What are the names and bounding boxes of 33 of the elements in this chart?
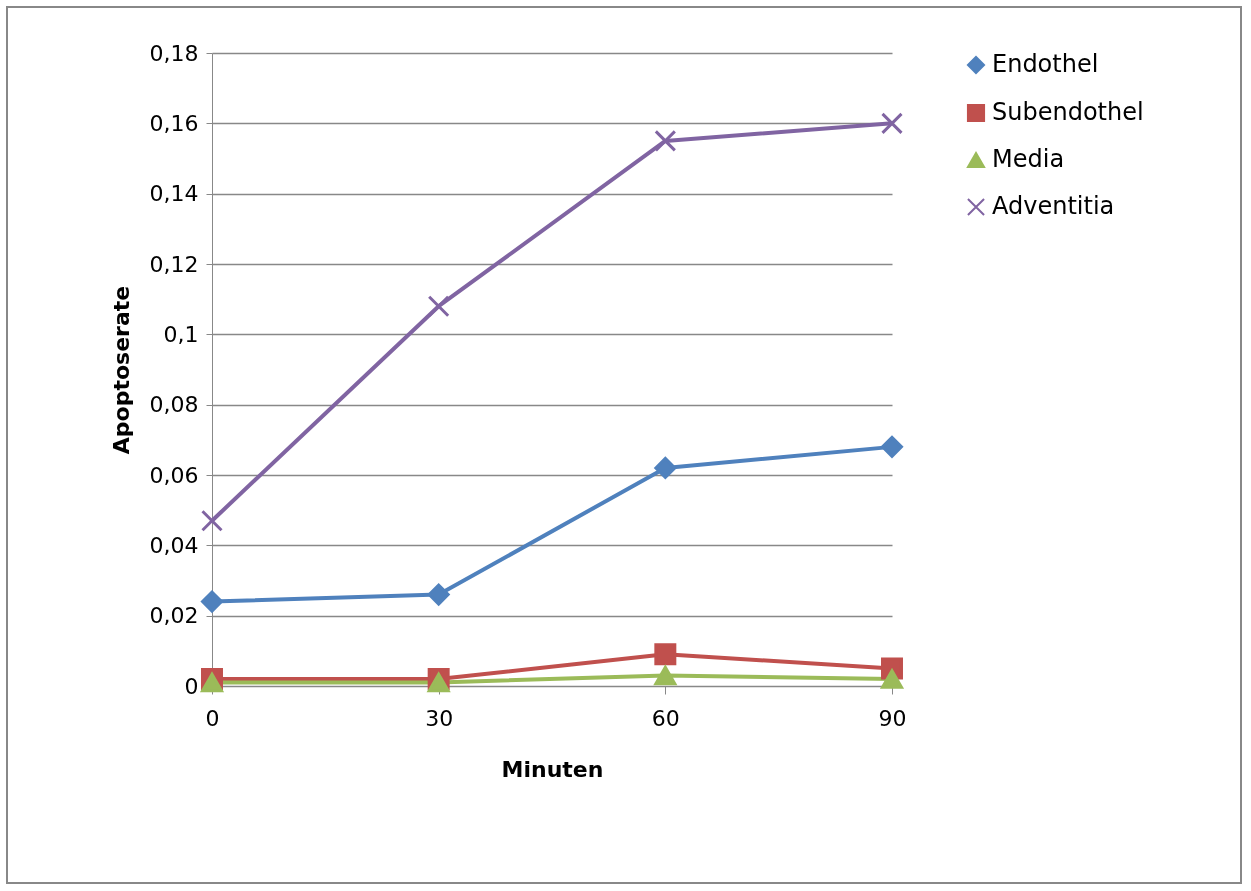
x-tick-label: 60: [651, 705, 680, 731]
y-tick-label: 0,08: [149, 392, 199, 418]
y-tick-label: 0,04: [149, 532, 199, 558]
legend-label: Subendothel: [992, 98, 1144, 126]
x-tick-label: 90: [878, 705, 907, 731]
point: [427, 295, 450, 318]
point: [654, 665, 677, 686]
point: [201, 509, 223, 532]
y-tick-label: 0,12: [149, 251, 199, 277]
x-axis-title: Minuten: [501, 756, 604, 782]
point: [881, 112, 903, 135]
y-tick-label: 0,16: [149, 110, 199, 136]
x-tick-label: 30: [425, 705, 454, 731]
point: [881, 435, 903, 458]
point: [654, 129, 677, 152]
point: [427, 583, 450, 606]
point: [427, 672, 450, 693]
point: [654, 456, 677, 479]
y-tick-label: 0,06: [149, 462, 199, 488]
point: [654, 643, 677, 666]
point: [201, 590, 223, 613]
point: [201, 672, 223, 693]
y-axis-title: Apoptoserate: [108, 285, 134, 455]
point: [881, 669, 903, 689]
y-tick-label: 0: [184, 673, 199, 699]
y-tick-label: 0,18: [149, 40, 199, 66]
y-tick-label: 0,1: [163, 321, 199, 347]
legend-label: Media: [992, 145, 1065, 173]
y-tick-label: 0,14: [149, 181, 199, 207]
x-tick-label: 0: [205, 705, 220, 731]
legend-label: Endothel: [992, 50, 1099, 78]
y-tick-label: 0,02: [149, 603, 199, 629]
legend-label: Adventitia: [992, 192, 1115, 220]
